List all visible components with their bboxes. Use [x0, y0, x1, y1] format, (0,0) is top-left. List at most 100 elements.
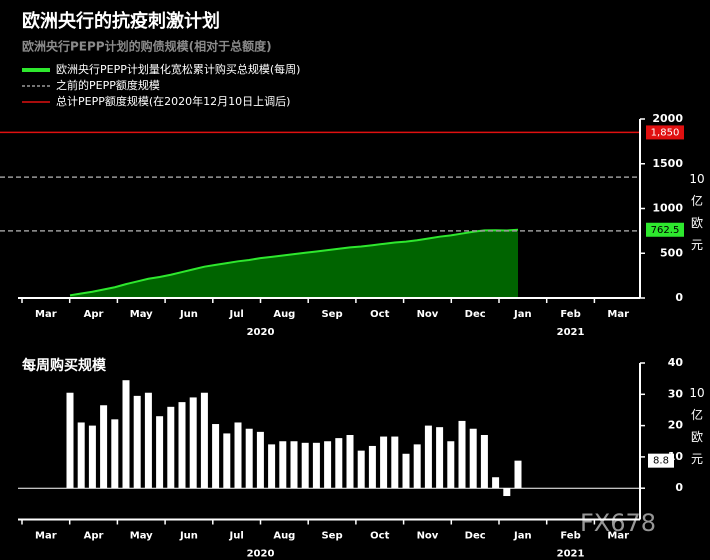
- bar: [492, 477, 500, 489]
- x-tick-label: May: [130, 309, 153, 320]
- bar: [245, 428, 253, 489]
- area-fill: [70, 229, 518, 298]
- bar: [469, 428, 477, 489]
- bar: [234, 422, 242, 489]
- x-tick-label: Jul: [229, 309, 244, 320]
- x-tick-label: Feb: [560, 309, 580, 320]
- x-tick-label: Nov: [417, 531, 439, 542]
- x-tick-label: Aug: [273, 531, 295, 542]
- bar: [212, 424, 220, 489]
- x-year-label: 2020: [247, 327, 275, 338]
- bar: [391, 436, 399, 489]
- bar: [133, 395, 141, 489]
- legend-label: 欧洲央行PEPP计划量化宽松累计购买总规模(每周): [56, 62, 300, 76]
- chart-subtitle: 欧洲央行PEPP计划的购债规模(相对于总额度): [22, 39, 272, 54]
- value-label: 8.8: [653, 456, 669, 467]
- y-tick-label: 30: [668, 387, 684, 400]
- chart-title: 欧洲央行的抗疫刺激计划: [22, 10, 220, 32]
- bar: [324, 441, 332, 489]
- x-tick-label: Mar: [607, 309, 629, 320]
- bar: [480, 434, 488, 489]
- value-label-box: [648, 453, 674, 468]
- x-tick-label: Apr: [84, 309, 104, 320]
- bar: [66, 392, 74, 489]
- bar: [88, 425, 96, 489]
- reference-label-box: [646, 125, 684, 140]
- y-tick-label: 1000: [652, 202, 683, 215]
- y-tick-label: 0: [675, 291, 683, 304]
- y-tick-label: 500: [660, 246, 683, 259]
- x-tick-label: Mar: [35, 531, 57, 542]
- bar: [346, 434, 354, 489]
- bar: [268, 444, 276, 489]
- panel-title: 每周购买规模: [22, 357, 107, 374]
- bar: [256, 431, 264, 489]
- bar: [436, 427, 444, 489]
- bar: [447, 441, 455, 489]
- bar: [458, 420, 466, 489]
- x-tick-label: Mar: [607, 531, 629, 542]
- bar: [156, 416, 164, 489]
- x-tick-label: Feb: [560, 531, 580, 542]
- bar: [290, 441, 298, 489]
- x-tick-label: Dec: [465, 531, 486, 542]
- value-label: 762.5: [651, 225, 680, 236]
- y-axis-unit: 10亿欧元: [689, 172, 705, 252]
- bar: [223, 433, 231, 489]
- y-tick-label: 10: [668, 450, 684, 463]
- x-tick-label: Sep: [321, 531, 342, 542]
- bar: [167, 406, 175, 489]
- bar: [368, 445, 376, 489]
- bar: [301, 442, 309, 489]
- x-tick-label: Sep: [321, 309, 342, 320]
- bar: [279, 441, 287, 489]
- x-tick-label: Jul: [229, 531, 244, 542]
- x-tick-label: Jun: [179, 531, 198, 542]
- legend-label: 之前的PEPP额度规模: [56, 78, 160, 92]
- bar: [312, 442, 320, 489]
- bar: [100, 405, 108, 489]
- bar: [144, 392, 152, 489]
- x-year-label: 2021: [557, 549, 585, 560]
- reference-label: 1,850: [651, 127, 680, 138]
- x-tick-label: Jan: [513, 531, 532, 542]
- bar: [178, 402, 186, 489]
- y-axis-unit: 10亿欧元: [689, 386, 705, 466]
- bar: [77, 422, 85, 489]
- x-year-label: 2020: [247, 549, 275, 560]
- x-tick-label: May: [130, 531, 153, 542]
- legend-label: 总计PEPP额度规模(在2020年12月10日上调后): [56, 94, 290, 108]
- bar: [503, 488, 511, 497]
- y-tick-label: 0: [675, 481, 683, 494]
- y-tick-label: 40: [668, 356, 684, 369]
- x-tick-label: Jun: [179, 309, 198, 320]
- x-tick-label: Apr: [84, 531, 104, 542]
- bar: [514, 460, 522, 489]
- y-tick-label: 20: [668, 419, 684, 432]
- x-tick-label: Mar: [35, 309, 57, 320]
- x-tick-label: Jan: [513, 309, 532, 320]
- x-tick-label: Dec: [465, 309, 486, 320]
- bar: [200, 392, 208, 489]
- x-tick-label: Oct: [370, 309, 389, 320]
- bar: [335, 438, 343, 489]
- x-tick-label: Aug: [273, 309, 295, 320]
- area-line: [69, 228, 519, 297]
- bar: [189, 397, 197, 489]
- x-tick-label: Oct: [370, 531, 389, 542]
- bar: [111, 419, 119, 489]
- watermark: FX678: [580, 509, 656, 537]
- bar: [402, 453, 410, 489]
- x-year-label: 2021: [557, 327, 585, 338]
- bar: [122, 380, 130, 489]
- y-tick-label: 1500: [652, 157, 683, 170]
- bar: [424, 425, 432, 489]
- bar: [357, 450, 365, 489]
- x-tick-label: Nov: [417, 309, 439, 320]
- y-tick-label: 2000: [652, 112, 683, 125]
- value-label-box: [646, 222, 684, 237]
- bar: [413, 444, 421, 489]
- bar: [380, 436, 388, 489]
